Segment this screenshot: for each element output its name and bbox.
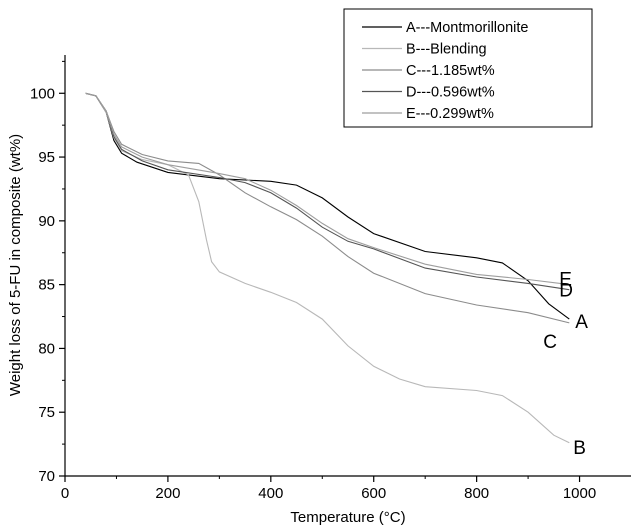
x-tick-label: 600: [361, 485, 386, 502]
legend-entry-e: E---0.299wt%: [406, 106, 494, 122]
series-end-label-e: E: [559, 270, 572, 291]
x-axis-title: Temperature (°C): [290, 509, 405, 526]
x-tick-label: 200: [155, 485, 180, 502]
series-line-d: [85, 92, 570, 291]
series-end-label-a: A: [575, 312, 588, 333]
y-tick-label: 100: [30, 85, 55, 102]
series-line-c: [85, 92, 570, 324]
legend-entry-d: D---0.596wt%: [406, 85, 495, 101]
series-end-label-c: C: [543, 332, 557, 353]
legend-entry-a: A---Montmorillonite: [406, 20, 528, 36]
x-tick-label: 0: [61, 485, 69, 502]
y-axis-title: Weight loss of 5-FU in composite (wt%): [7, 134, 24, 396]
x-tick-label: 800: [464, 485, 489, 502]
axes: 0 200 400 600 800 1000 70 75 80 85 90 95 100: [30, 55, 631, 502]
series-end-label-b: B: [573, 438, 586, 459]
series-end-label-d: D: [559, 281, 573, 302]
series-line-e: [85, 92, 570, 286]
y-tick-label: 90: [38, 213, 55, 230]
y-tick-label: 80: [38, 340, 55, 357]
y-tick-label: 95: [38, 149, 55, 166]
series-end-labels: A B C DE: [543, 270, 588, 459]
legend-entry-b: B---Blending: [406, 42, 487, 58]
legend-box: [343, 8, 593, 128]
legend: A---Montmorillonite B---Blending C---1.185…: [343, 8, 593, 128]
x-tick-label: 400: [258, 485, 283, 502]
series-line-a: [85, 92, 570, 320]
y-tick-label: 85: [38, 277, 55, 294]
series-line-b: [85, 92, 570, 444]
legend-entry-c: C---1.185wt%: [406, 63, 495, 79]
y-tick-label: 70: [38, 468, 55, 485]
x-tick-label: 1000: [563, 485, 596, 502]
y-tick-label: 75: [38, 404, 55, 421]
series-lines: [85, 92, 570, 444]
